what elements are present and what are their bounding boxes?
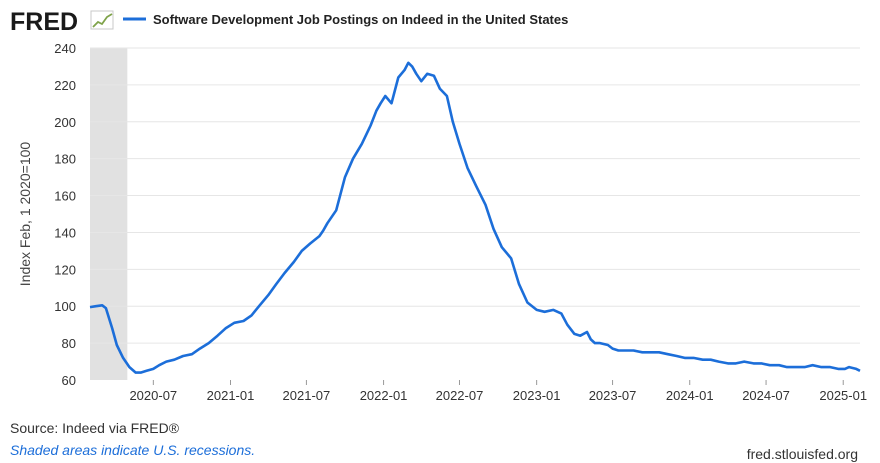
y-tick-label: 100 <box>54 299 76 314</box>
y-tick-label: 240 <box>54 41 76 56</box>
fred-chart-icon <box>90 10 114 30</box>
y-tick-label: 200 <box>54 115 76 130</box>
recession-band <box>90 48 128 380</box>
x-tick-label: 2023-07 <box>589 388 637 403</box>
y-tick-label: 180 <box>54 152 76 167</box>
chart-title: Software Development Job Postings on Ind… <box>153 12 568 27</box>
x-tick-label: 2023-01 <box>513 388 561 403</box>
y-tick-label: 80 <box>62 336 76 351</box>
y-axis: 60 80 100 120 140 160 180 200 220 240 <box>54 41 76 388</box>
x-tick-label: 2022-01 <box>360 388 408 403</box>
gridlines <box>90 47 860 344</box>
x-tick-label: 2024-01 <box>666 388 714 403</box>
x-tick-label: 2022-07 <box>436 388 484 403</box>
x-tick-label: 2024-07 <box>742 388 790 403</box>
recession-note: Shaded areas indicate U.S. recessions. <box>10 442 256 458</box>
x-tick-label: 2020-07 <box>129 388 177 403</box>
y-tick-label: 140 <box>54 225 76 240</box>
y-axis-label: Index Feb, 1 2020=100 <box>17 142 33 287</box>
recession-shading <box>90 48 128 380</box>
plot-area <box>90 48 860 380</box>
x-tick-label: 2021-01 <box>207 388 255 403</box>
y-tick-label: 220 <box>54 78 76 93</box>
source-text: Source: Indeed via FRED® <box>10 420 180 436</box>
y-tick-label: 60 <box>62 373 76 388</box>
fred-logo: FRED <box>10 8 78 36</box>
y-tick-label: 160 <box>54 189 76 204</box>
x-tick-label: 2021-07 <box>283 388 331 403</box>
y-tick-label: 120 <box>54 262 76 277</box>
series-line <box>89 61 861 374</box>
site-credit[interactable]: fred.stlouisfed.org <box>746 446 858 462</box>
x-axis: 2020-07 2021-01 2021-07 2022-01 2022-07 2023-… <box>129 380 867 403</box>
x-tick-label: 2025-01 <box>819 388 867 403</box>
